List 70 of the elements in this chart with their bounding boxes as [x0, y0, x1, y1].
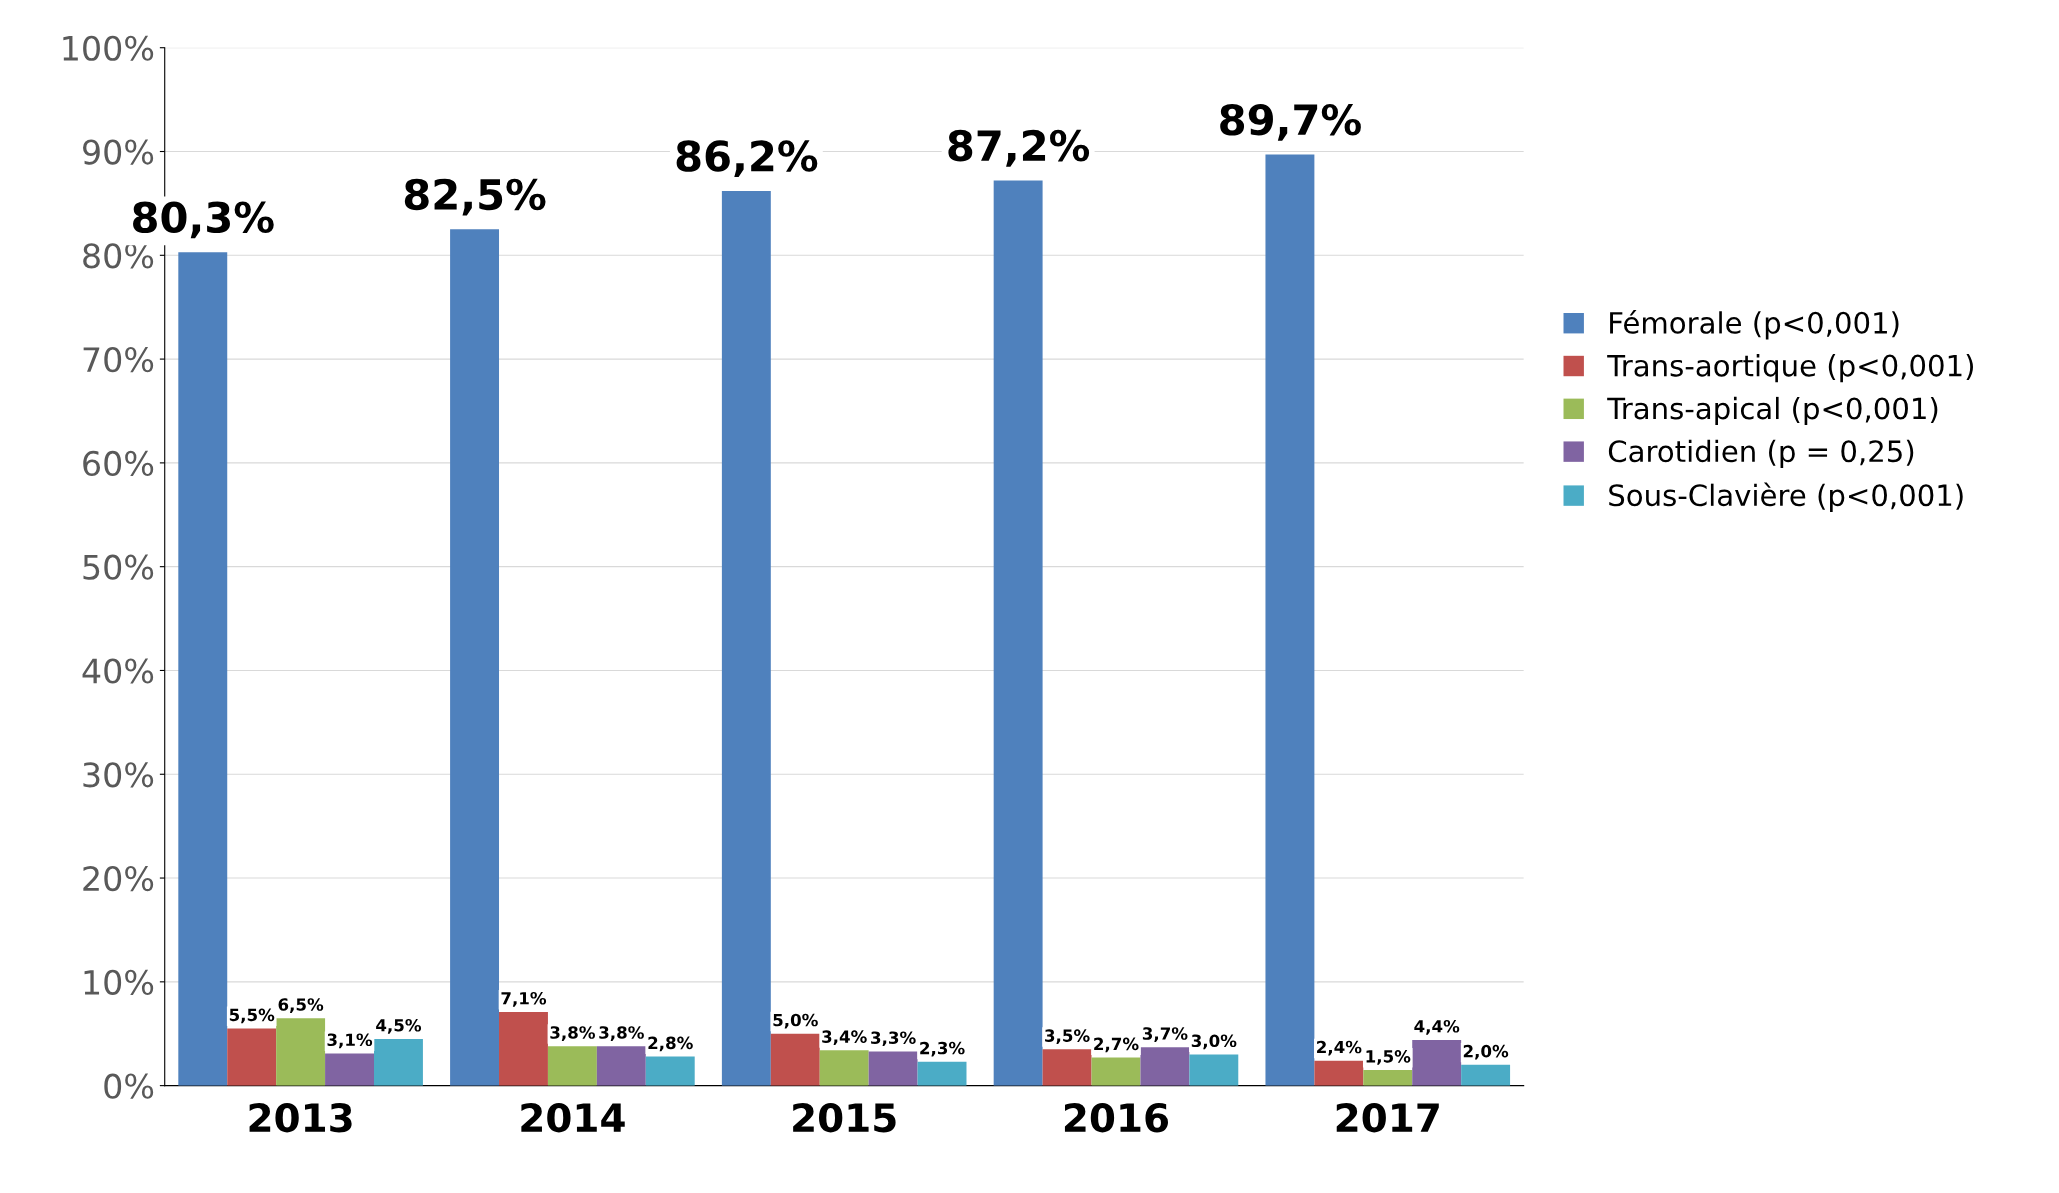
x-tick-label: 2015	[793, 1102, 896, 1133]
bar	[276, 1018, 326, 1086]
data-label: 5,0%	[773, 1013, 818, 1029]
data-label: 3,4%	[822, 1030, 867, 1046]
legend-label: Sous-Clavière (p<0,001)	[1609, 482, 1963, 512]
data-label: 3,8%	[599, 1026, 644, 1041]
data-label: 7,1%	[501, 991, 547, 1007]
x-tick-label: 2016	[1064, 1102, 1169, 1133]
bar	[1461, 1064, 1511, 1086]
y-tick-label: 0%	[104, 1073, 154, 1099]
x-tick-label: 2013	[249, 1102, 352, 1133]
data-label: 3,7%	[1142, 1027, 1188, 1042]
y-tick-label: 20%	[83, 865, 154, 892]
bar	[1314, 1060, 1364, 1086]
data-label: 2,8%	[648, 1036, 693, 1052]
data-label: 87,2%	[948, 129, 1090, 167]
data-label: 86,2%	[676, 140, 818, 178]
data-label: 1,5%	[1366, 1050, 1411, 1065]
bar	[374, 1038, 423, 1086]
bar	[868, 1051, 918, 1086]
x-tick-label: 2014	[521, 1102, 625, 1133]
legend-label: Fémorale (p<0,001)	[1610, 310, 1899, 340]
bar	[1363, 1070, 1413, 1086]
y-tick-label: 80%	[83, 243, 154, 269]
y-tick-label: 100%	[63, 35, 154, 61]
legend-label: Trans-aortique (p<0,001)	[1607, 354, 1973, 383]
y-tick-label: 30%	[83, 762, 154, 788]
data-label: 80,3%	[133, 201, 274, 239]
data-label: 2,3%	[920, 1041, 965, 1057]
bar	[1042, 1049, 1092, 1086]
bar	[325, 1053, 374, 1086]
data-label: 3,8%	[550, 1026, 595, 1041]
data-label: 2,4%	[1317, 1040, 1362, 1056]
bar	[917, 1061, 967, 1086]
data-label: 2,7%	[1094, 1037, 1139, 1053]
data-label: 3,1%	[327, 1033, 373, 1049]
bar	[993, 180, 1043, 1086]
data-label: 6,5%	[278, 998, 324, 1013]
data-label: 4,5%	[376, 1018, 422, 1034]
data-label: 3,3%	[871, 1031, 916, 1047]
y-tick-label: 70%	[83, 347, 154, 373]
bar	[450, 229, 500, 1086]
legend-label: Trans-apical (p<0,001)	[1607, 396, 1938, 426]
y-tick-label: 40%	[82, 658, 154, 684]
bar	[227, 1028, 277, 1086]
data-label: 82,5%	[404, 178, 546, 216]
data-label: 3,5%	[1045, 1029, 1090, 1045]
bar	[819, 1050, 869, 1086]
y-tick-label: 50%	[83, 554, 154, 580]
x-tick-label: 2017	[1336, 1102, 1439, 1133]
legend-label: Carotidien (p = 0,25)	[1608, 439, 1914, 468]
bar	[645, 1056, 695, 1086]
data-label: 2,0%	[1463, 1044, 1509, 1060]
bar	[770, 1033, 820, 1086]
bar	[1412, 1039, 1462, 1086]
bar	[178, 252, 228, 1086]
bar	[1265, 154, 1315, 1086]
data-label: 5,5%	[229, 1008, 275, 1024]
data-label: 3,0%	[1191, 1034, 1237, 1050]
data-label: 4,4%	[1414, 1019, 1460, 1035]
bar	[547, 1046, 597, 1086]
data-label: 89,7%	[1220, 103, 1361, 141]
y-tick-label: 90%	[83, 139, 154, 165]
bar	[596, 1046, 646, 1086]
bar	[499, 1011, 548, 1086]
bar	[1189, 1054, 1239, 1086]
y-tick-label: 60%	[83, 450, 154, 477]
bar	[721, 190, 771, 1086]
y-tick-label: 10%	[84, 969, 154, 995]
bar	[1140, 1047, 1190, 1086]
